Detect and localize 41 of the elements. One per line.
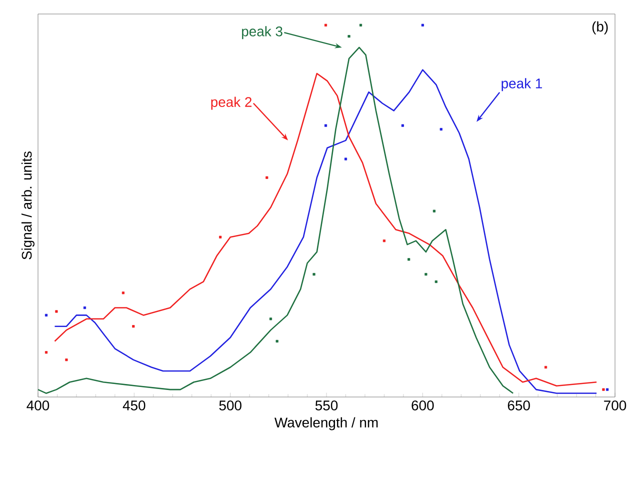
y-axis-title: Signal / arb. units	[21, 151, 34, 260]
x-tick-label: 700	[604, 400, 626, 410]
point	[606, 388, 609, 391]
point	[432, 210, 436, 212]
point	[83, 306, 86, 310]
annotation: peak 3	[242, 26, 282, 40]
point	[44, 314, 48, 316]
x-tick-label: 650	[508, 400, 530, 410]
point	[324, 24, 328, 26]
point	[55, 310, 58, 313]
x-tick-label: 600	[412, 400, 434, 410]
point	[359, 24, 362, 26]
x-tick-label: 400	[26, 400, 50, 410]
point	[602, 388, 605, 391]
annotation: peak 2	[211, 96, 252, 110]
point	[324, 124, 328, 127]
point	[408, 258, 410, 261]
annotation: (b)	[592, 21, 608, 34]
point	[421, 24, 424, 26]
point	[269, 318, 272, 320]
point	[434, 280, 438, 284]
point	[440, 128, 442, 131]
point	[266, 176, 268, 179]
point	[344, 158, 348, 160]
x-tick-label: 500	[219, 400, 242, 410]
point	[44, 351, 48, 354]
point	[382, 240, 386, 242]
point	[132, 325, 135, 328]
point	[544, 366, 548, 369]
point	[122, 292, 124, 294]
point	[276, 340, 278, 343]
point	[312, 272, 316, 276]
point	[219, 236, 222, 238]
x-tick-label: 450	[122, 400, 146, 410]
x-axis-title: Wavelength / nm	[274, 417, 378, 430]
x-tick-label: 550	[315, 400, 338, 410]
point	[65, 358, 68, 362]
annotation: peak 1	[502, 78, 542, 92]
point	[401, 124, 404, 127]
point	[424, 272, 428, 276]
point	[348, 35, 350, 38]
